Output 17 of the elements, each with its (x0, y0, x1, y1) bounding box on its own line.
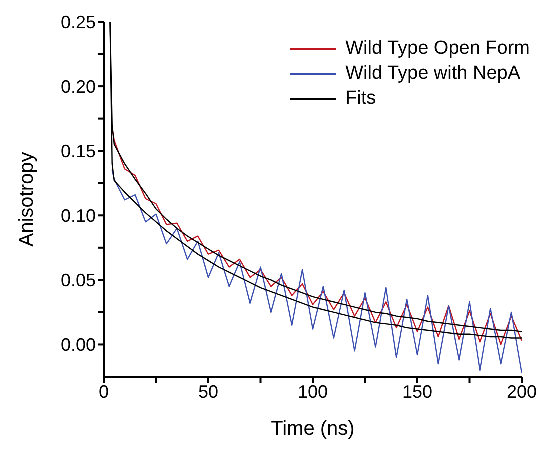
y-tick-label: 0.00 (60, 335, 96, 356)
legend-label: Wild Type Open Form (346, 38, 530, 60)
x-tick-label: 50 (198, 382, 219, 402)
legend-label: Fits (346, 88, 376, 110)
y-tick-label: 0.25 (60, 12, 96, 32)
y-axis-title: Anisotropy (16, 152, 38, 247)
line-series (112, 170, 522, 374)
x-tick-label: 200 (506, 382, 538, 402)
legend-label: Wild Type with NepA (346, 62, 521, 84)
y-tick-label: 0.15 (60, 141, 96, 162)
y-tick-label: 0.05 (60, 270, 96, 291)
x-tick-label: 0 (98, 382, 110, 402)
x-axis-title: Time (ns) (271, 418, 355, 440)
y-tick-label: 0.20 (60, 76, 96, 97)
x-tick-label: 150 (402, 382, 433, 402)
x-tick-label: 100 (298, 382, 328, 402)
y-tick-label: 0.10 (60, 206, 96, 226)
